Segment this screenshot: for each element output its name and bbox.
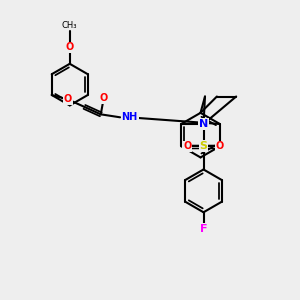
Text: O: O (100, 93, 108, 103)
Text: S: S (200, 141, 208, 151)
Text: O: O (64, 94, 72, 104)
Text: NH: NH (122, 112, 138, 122)
Text: O: O (66, 43, 74, 52)
Text: O: O (216, 141, 224, 151)
Text: N: N (199, 119, 208, 129)
Text: O: O (183, 141, 191, 151)
Text: F: F (200, 224, 207, 234)
Text: CH₃: CH₃ (62, 21, 77, 30)
